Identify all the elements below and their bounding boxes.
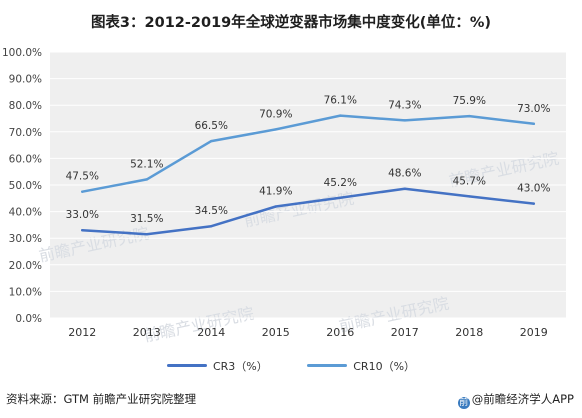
data-point <box>468 195 471 198</box>
data-label: 76.1% <box>324 95 357 107</box>
y-tick-label: 60.0% <box>9 153 42 165</box>
y-tick-label: 10.0% <box>9 286 42 298</box>
x-tick-label: 2014 <box>197 326 225 339</box>
data-label: 45.7% <box>453 175 486 187</box>
data-label: 41.9% <box>259 186 292 198</box>
y-tick-label: 0.0% <box>15 313 42 325</box>
series-line-cr3 <box>81 187 536 236</box>
data-point <box>468 114 471 118</box>
data-label: 52.1% <box>130 158 163 170</box>
data-label: 70.9% <box>259 108 292 120</box>
data-point <box>81 229 84 232</box>
x-tick-label: 2018 <box>455 326 483 339</box>
data-label: 45.2% <box>324 177 357 189</box>
brand-text: @前瞻经济学人APP <box>471 392 574 406</box>
y-tick-label: 30.0% <box>9 233 42 245</box>
data-label: 47.5% <box>66 171 99 183</box>
brand-credit: 前 @前瞻经济学人APP <box>457 391 574 409</box>
legend-item-cr3: CR3（%） <box>166 358 268 374</box>
y-tick-label: 100.0% <box>2 47 42 59</box>
data-point <box>210 139 213 143</box>
data-point <box>339 114 342 117</box>
y-tick-label: 20.0% <box>9 260 42 272</box>
x-tick-label: 2019 <box>520 326 548 339</box>
data-point <box>532 122 535 126</box>
source-note: 资料来源：GTM 前瞻产业研究院整理 <box>6 392 197 406</box>
data-label: 43.0% <box>517 183 550 195</box>
data-point <box>210 225 213 228</box>
series-line-cr10 <box>81 114 536 193</box>
data-label: 74.3% <box>388 99 421 111</box>
brand-logo-icon: 前 <box>457 397 470 409</box>
data-point <box>81 190 84 193</box>
data-label: 33.0% <box>66 209 99 221</box>
x-tick-label: 2017 <box>391 326 419 339</box>
x-tick-label: 2013 <box>133 326 161 339</box>
legend-label-cr10: CR10（%） <box>353 359 416 373</box>
data-point <box>145 233 148 236</box>
data-point <box>532 202 535 205</box>
legend-swatch-cr10 <box>307 364 348 367</box>
data-label: 34.5% <box>195 205 228 217</box>
legend-item-cr10: CR10（%） <box>307 358 415 374</box>
data-point <box>403 119 406 122</box>
chart-title: 图表3：2012-2019年全球逆变器市场集中度变化(单位：%) <box>90 15 492 31</box>
data-label: 73.0% <box>517 103 550 115</box>
chart-legend: CR3（%） CR10（%） <box>0 357 582 374</box>
y-tick-label: 50.0% <box>9 180 42 192</box>
y-tick-label: 80.0% <box>9 100 42 112</box>
y-tick-label: 70.0% <box>9 127 42 139</box>
y-tick-label: 90.0% <box>9 74 42 86</box>
data-point <box>274 128 277 131</box>
data-point <box>274 205 277 208</box>
data-point <box>339 196 342 199</box>
data-label: 75.9% <box>453 95 486 107</box>
x-tick-label: 2016 <box>326 326 354 339</box>
data-point <box>145 178 148 181</box>
legend-label-cr3: CR3（%） <box>212 359 268 373</box>
data-label: 66.5% <box>195 120 228 132</box>
x-tick-label: 2015 <box>262 326 290 339</box>
y-tick-label: 40.0% <box>9 207 42 219</box>
data-label: 48.6% <box>388 168 421 180</box>
x-tick-label: 2012 <box>68 326 96 339</box>
legend-swatch-cr3 <box>166 364 207 367</box>
data-point <box>403 187 406 190</box>
data-label: 31.5% <box>130 213 163 225</box>
